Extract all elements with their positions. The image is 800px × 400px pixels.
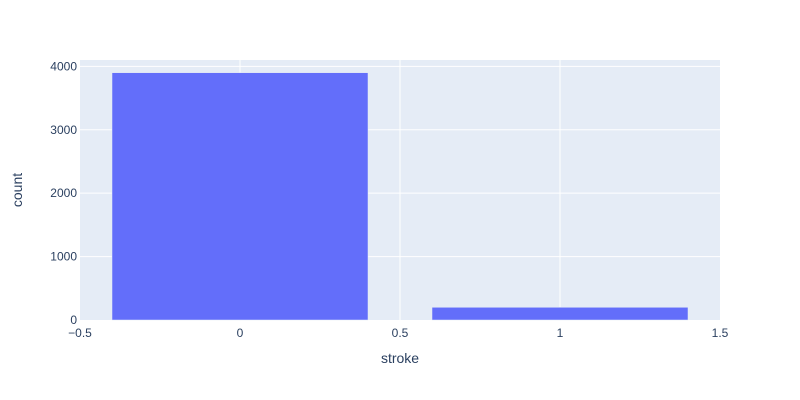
y-tick-label: 0 xyxy=(70,313,77,327)
x-axis-title: stroke xyxy=(381,350,419,366)
bar-stroke-0[interactable] xyxy=(111,72,369,321)
x-tick-label: −0.5 xyxy=(68,326,92,340)
bar-stroke-1[interactable] xyxy=(431,307,689,321)
y-tick-label: 1000 xyxy=(50,250,77,264)
y-axis-title: count xyxy=(9,173,25,207)
y-axis-ticks: 0 1000 2000 3000 4000 xyxy=(50,59,77,327)
y-tick-label: 2000 xyxy=(50,186,77,200)
x-tick-label: 1.5 xyxy=(712,326,729,340)
x-tick-label: 0.5 xyxy=(392,326,409,340)
x-axis-ticks: −0.5 0 0.5 1 1.5 xyxy=(68,326,729,340)
x-tick-label: 1 xyxy=(557,326,564,340)
x-tick-label: 0 xyxy=(237,326,244,340)
y-tick-label: 4000 xyxy=(50,59,77,73)
y-tick-label: 3000 xyxy=(50,123,77,137)
bars xyxy=(111,72,689,321)
